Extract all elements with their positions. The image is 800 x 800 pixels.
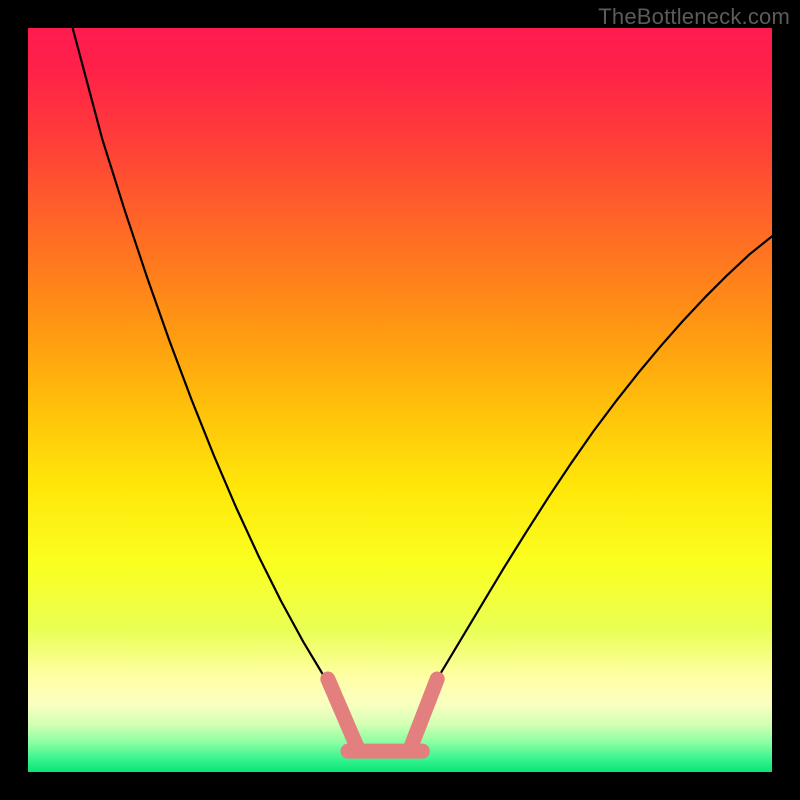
chart-container: TheBottleneck.com [0, 0, 800, 800]
bottleneck-chart [0, 0, 800, 800]
plot-background [28, 28, 772, 772]
watermark-text: TheBottleneck.com [598, 4, 790, 30]
